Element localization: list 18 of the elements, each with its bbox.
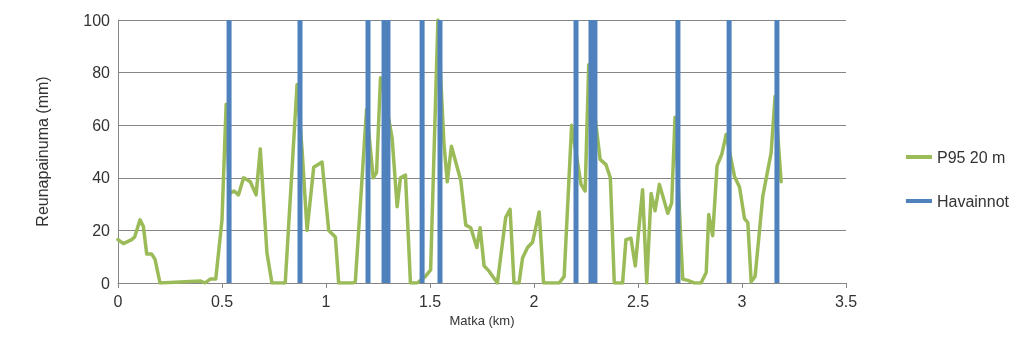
y-tick-label: 100	[83, 11, 111, 29]
x-tick-label: 2	[529, 292, 539, 310]
x-tick-label: 3.5	[834, 292, 858, 310]
x-tick-label: 0	[113, 292, 123, 310]
y-tick-label: 80	[92, 64, 111, 82]
x-tick-label: 2.5	[626, 292, 650, 310]
x-tick-label: 1	[321, 292, 331, 310]
x-axis-title: Matka (km)	[449, 312, 515, 328]
legend-label: P95 20 m	[936, 148, 1006, 166]
x-tick-label: 0.5	[210, 292, 234, 310]
legend-label: Havainnot	[936, 192, 1010, 210]
y-tick-label: 0	[101, 274, 111, 292]
y-tick-label: 20	[92, 221, 111, 239]
x-tick-label: 3	[737, 292, 747, 310]
y-tick-label: 40	[92, 169, 111, 187]
x-tick-label: 1.5	[418, 292, 442, 310]
y-axis-title: Reunapainuma (mm)	[33, 76, 51, 227]
y-tick-label: 60	[92, 116, 111, 134]
